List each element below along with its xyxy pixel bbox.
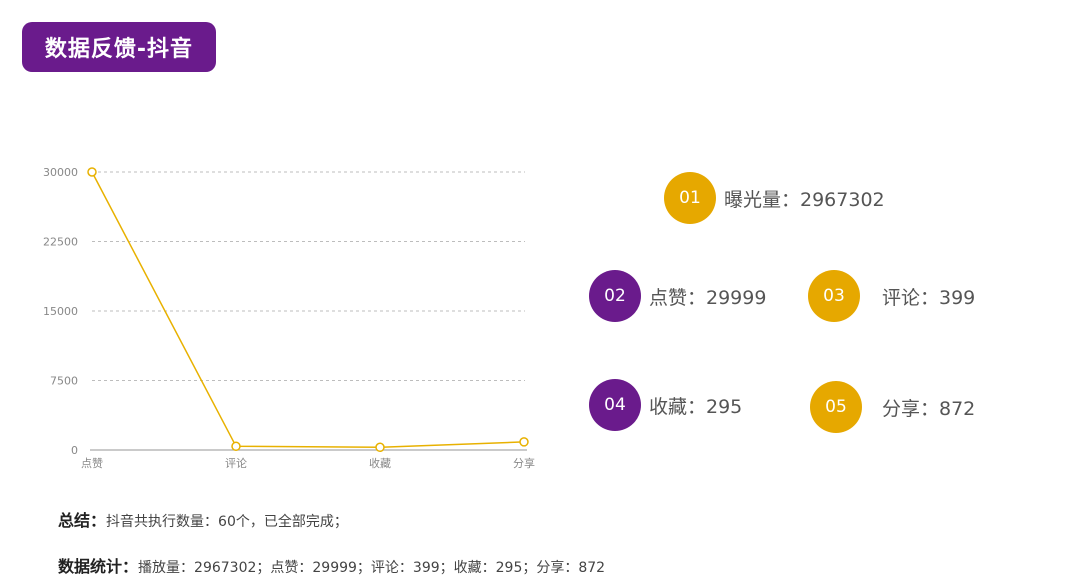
y-tick-label: 30000 xyxy=(43,166,78,179)
stat-number-badge: 03 xyxy=(808,270,860,322)
stat-number-badge: 01 xyxy=(664,172,716,224)
x-tick-label: 收藏 xyxy=(369,456,391,470)
stat-number-badge: 05 xyxy=(810,381,862,433)
summary-line: 总结：抖音共执行数量：60个，已全部完成； xyxy=(58,507,348,531)
chart-axes: 0 7500 15000 22500 30000 点赞 评论 收藏 分享 xyxy=(43,166,535,470)
y-tick-label: 15000 xyxy=(43,305,78,318)
stat-label: 曝光量：2967302 xyxy=(724,188,885,211)
stat-label: 点赞：29999 xyxy=(649,286,767,309)
x-tick-label: 分享 xyxy=(513,456,535,470)
statistics-text: 播放量：2967302；点赞：29999；评论：399；收藏：295；分享：87… xyxy=(138,560,606,576)
stat-number-badge: 02 xyxy=(589,270,641,322)
x-tick-label: 评论 xyxy=(225,456,247,470)
stat-number-badge: 04 xyxy=(589,379,641,431)
series-line xyxy=(91,171,525,449)
chart-grid xyxy=(92,171,525,381)
summary-text: 抖音共执行数量：60个，已全部完成； xyxy=(106,514,348,530)
stat-exposure: 01 曝光量：2967302 xyxy=(664,172,885,224)
summary-separator: ： xyxy=(90,511,107,530)
statistics-key: 数据统计 xyxy=(58,557,123,576)
stat-shares: 05 分享：872 xyxy=(810,381,975,433)
summary-key: 总结 xyxy=(58,511,91,530)
data-point xyxy=(375,442,385,453)
statistics-line: 数据统计：播放量：2967302；点赞：29999；评论：399；收藏：295；… xyxy=(58,553,605,577)
stat-label: 收藏：295 xyxy=(649,395,743,418)
x-tick-label: 点赞 xyxy=(81,457,103,470)
stat-favorites: 04 收藏：295 xyxy=(589,379,742,431)
stat-likes: 02 点赞：29999 xyxy=(589,270,766,322)
page-title: 数据反馈-抖音 xyxy=(22,22,216,72)
y-tick-label: 22500 xyxy=(43,236,78,249)
stat-comments: 03 评论：399 xyxy=(808,270,975,322)
y-tick-label: 0 xyxy=(71,444,78,457)
y-tick-label: 7500 xyxy=(50,375,78,388)
chart-series xyxy=(87,167,529,453)
stat-label: 分享：872 xyxy=(882,397,976,420)
data-point xyxy=(519,437,529,447)
statistics-separator: ： xyxy=(122,557,139,576)
stat-label: 评论：399 xyxy=(882,286,976,309)
data-point xyxy=(87,167,97,177)
data-point xyxy=(231,441,241,452)
